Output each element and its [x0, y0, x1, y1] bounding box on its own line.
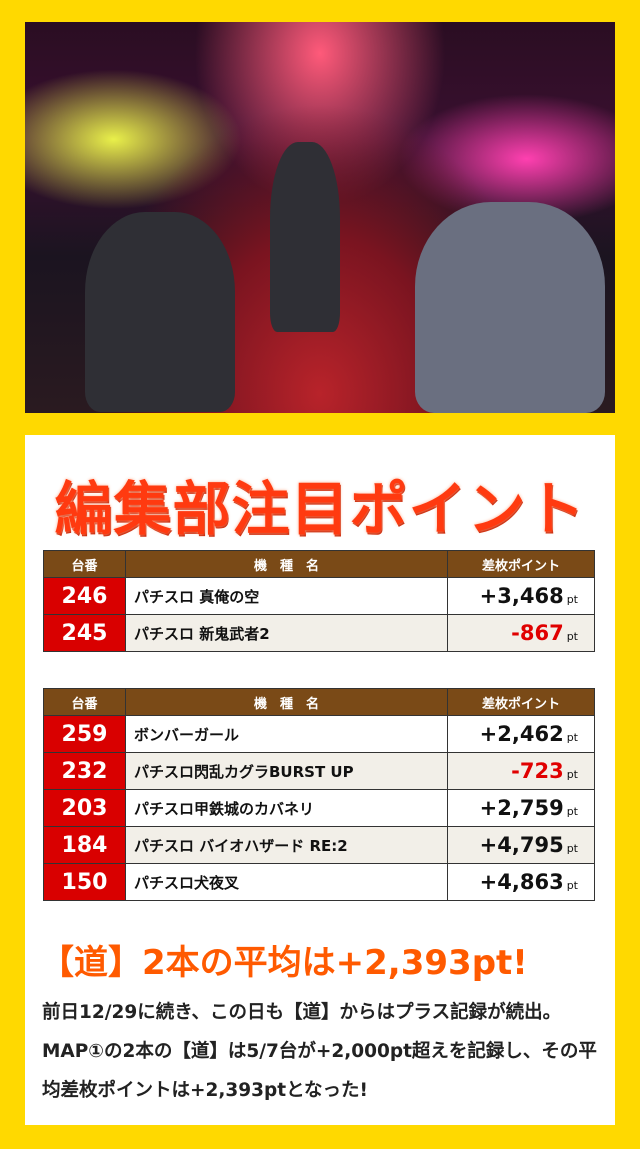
points-cell: +4,863 pt	[447, 863, 595, 901]
header-no: 台番	[43, 550, 126, 578]
table-row: 259 ボンバーガール +2,462 pt	[43, 715, 595, 753]
header-name: 機 種 名	[125, 550, 448, 578]
machine-table-2: 台番機 種 名差枚ポイント 259 ボンバーガール +2,462 pt 232 パチスロ閃乱…	[43, 688, 595, 901]
unit: pt	[566, 731, 578, 744]
unit: pt	[566, 593, 578, 606]
machine-name: パチスロ甲鉄城のカバネリ	[125, 789, 448, 827]
points-value: +2,462	[479, 722, 564, 746]
unit: pt	[566, 842, 578, 855]
unit: pt	[566, 630, 578, 643]
table-row: 245 パチスロ 新鬼武者2 -867 pt	[43, 614, 595, 652]
machine-number: 245	[43, 614, 126, 652]
header-points: 差枚ポイント	[447, 688, 595, 716]
points-cell: +2,462 pt	[447, 715, 595, 753]
points-value: +4,795	[479, 833, 564, 857]
machine-name: ボンバーガール	[125, 715, 448, 753]
unit: pt	[566, 768, 578, 781]
header-no: 台番	[43, 688, 126, 716]
table-row: 246 パチスロ 真俺の空 +3,468 pt	[43, 577, 595, 615]
unit: pt	[566, 879, 578, 892]
header-name: 機 種 名	[125, 688, 448, 716]
machine-name: パチスロ犬夜叉	[125, 863, 448, 901]
machine-number: 259	[43, 715, 126, 753]
points-cell: -867 pt	[447, 614, 595, 652]
table-header: 台番機 種 名差枚ポイント	[43, 688, 595, 716]
machine-number: 246	[43, 577, 126, 615]
body-text: 前日12/29に続き、この日も【道】からはプラス記録が続出。MAP①の2本の【道…	[42, 1002, 597, 1101]
points-value: +2,759	[479, 796, 564, 820]
machine-number: 150	[43, 863, 126, 901]
headline: 【道】2本の平均は+2,393pt!	[40, 943, 528, 983]
machine-name: パチスロ 新鬼武者2	[125, 614, 448, 652]
table-row: 203 パチスロ甲鉄城のカバネリ +2,759 pt	[43, 789, 595, 827]
points-cell: +2,759 pt	[447, 789, 595, 827]
machine-number: 232	[43, 752, 126, 790]
points-value: +3,468	[479, 584, 564, 608]
person-silhouette	[415, 202, 605, 413]
table-header: 台番機 種 名差枚ポイント	[43, 550, 595, 578]
points-cell: +4,795 pt	[447, 826, 595, 864]
table-row: 150 パチスロ犬夜叉 +4,863 pt	[43, 863, 595, 901]
points-value: -723	[511, 759, 564, 783]
machine-name: パチスロ バイオハザード RE:2	[125, 826, 448, 864]
person-silhouette	[270, 142, 340, 332]
machine-number: 203	[43, 789, 126, 827]
header-points: 差枚ポイント	[447, 550, 595, 578]
table-row: 232 パチスロ閃乱カグラBURST UP -723 pt	[43, 752, 595, 790]
points-cell: -723 pt	[447, 752, 595, 790]
person-silhouette	[85, 212, 235, 412]
machine-number: 184	[43, 826, 126, 864]
casino-floor-photo	[25, 22, 615, 413]
section-title: 編集部注目ポイント	[54, 475, 586, 543]
points-cell: +3,468 pt	[447, 577, 595, 615]
points-value: -867	[511, 621, 564, 645]
machine-name: パチスロ 真俺の空	[125, 577, 448, 615]
table-row: 184 パチスロ バイオハザード RE:2 +4,795 pt	[43, 826, 595, 864]
points-value: +4,863	[479, 870, 564, 894]
machine-table-1: 台番機 種 名差枚ポイント 246 パチスロ 真俺の空 +3,468 pt 245 パチスロ…	[43, 550, 595, 652]
machine-name: パチスロ閃乱カグラBURST UP	[125, 752, 448, 790]
unit: pt	[566, 805, 578, 818]
